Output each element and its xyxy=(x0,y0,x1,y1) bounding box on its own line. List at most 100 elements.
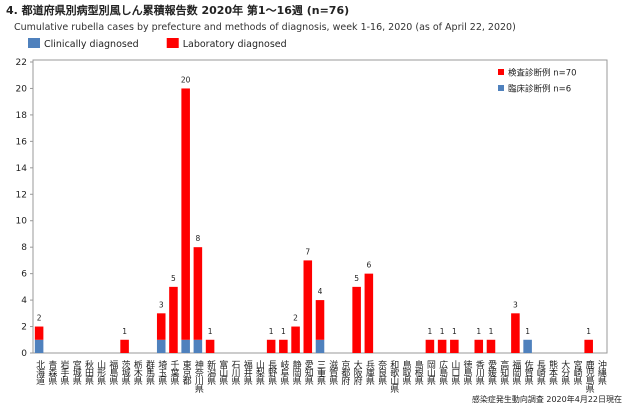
x-tick-label: 奈良県 xyxy=(376,359,387,386)
x-tick-label: 東京都 xyxy=(181,359,192,386)
total-label: 1 xyxy=(452,327,457,336)
x-tick-label: 三重県 xyxy=(315,360,326,386)
bar-segment xyxy=(193,339,203,353)
x-tick-label: 青森県 xyxy=(46,359,57,386)
total-label: 8 xyxy=(195,234,200,243)
total-label: 20 xyxy=(181,75,191,84)
total-label: 1 xyxy=(440,327,445,336)
bar-segment xyxy=(315,339,325,353)
x-tick-label: 広島県 xyxy=(437,359,448,386)
x-tick-label: 佐賀県 xyxy=(523,359,534,386)
y-tick-label: 18 xyxy=(16,111,28,121)
bar-segment xyxy=(450,339,459,353)
x-tick-label: 山形県 xyxy=(95,360,106,386)
bar-segment xyxy=(291,326,300,353)
total-label: 2 xyxy=(37,314,42,323)
x-tick-label: 福島県 xyxy=(107,359,118,386)
x-tick-label: 千葉県 xyxy=(168,360,179,386)
total-label: 1 xyxy=(428,327,433,336)
bar-segment xyxy=(193,247,203,340)
bar-segment xyxy=(364,273,374,353)
x-tick-label: 徳島県 xyxy=(462,359,473,386)
x-tick-label: 埼玉県 xyxy=(156,359,167,386)
x-tick-label: 愛知県 xyxy=(303,359,314,386)
chart-title: 4. 都道府県別病型別風しん累積報告数 2020年 第1～16週 (n=76) xyxy=(6,3,349,17)
bar-segment xyxy=(352,286,361,353)
bar-segment xyxy=(205,339,215,353)
bar-segment xyxy=(523,339,532,353)
total-label: 7 xyxy=(305,247,310,256)
legend-swatch xyxy=(166,38,179,48)
x-tick-label: 宮崎県 xyxy=(571,359,582,386)
y-tick-label: 0 xyxy=(21,349,27,359)
x-tick-label: 岡山県 xyxy=(425,360,436,386)
total-label: 1 xyxy=(525,327,530,336)
x-tick-label: 北海道 xyxy=(34,360,45,386)
chart-subtitle: Cumulative rubella cases by prefecture a… xyxy=(14,22,516,33)
x-tick-label: 鹿児島県 xyxy=(584,359,595,394)
bar-segment xyxy=(474,339,484,353)
y-tick-label: 4 xyxy=(21,296,27,306)
x-tick-label: 長野県 xyxy=(266,360,277,386)
x-tick-label: 秋田県 xyxy=(83,359,94,386)
x-tick-label: 和歌山県 xyxy=(388,360,399,394)
x-tick-label: 京都府 xyxy=(339,359,350,386)
y-tick-label: 20 xyxy=(16,84,28,94)
y-tick-label: 14 xyxy=(16,164,28,174)
bar-segment xyxy=(181,88,190,340)
x-tick-label: 石川県 xyxy=(230,360,241,386)
legend-label: Clinically diagnosed xyxy=(44,39,139,50)
x-tick-label: 福岡県 xyxy=(510,359,521,386)
x-tick-label: 長崎県 xyxy=(535,360,546,386)
bar-segment xyxy=(279,339,288,353)
bar-segment xyxy=(156,313,166,340)
y-tick-label: 10 xyxy=(16,217,28,227)
x-tick-label: 神奈川県 xyxy=(193,359,204,394)
y-tick-label: 12 xyxy=(16,190,27,200)
y-tick-label: 6 xyxy=(21,270,27,280)
bar-segment xyxy=(156,339,166,353)
legend-label: Laboratory diagnosed xyxy=(183,39,287,50)
x-tick-label: 愛媛県 xyxy=(486,359,497,386)
bar-segment xyxy=(425,339,435,353)
bar-segment xyxy=(437,339,447,353)
source: 感染症発生動向調査 2020年4月22日現在 xyxy=(472,394,622,404)
x-tick-label: 島根県 xyxy=(413,359,424,386)
x-tick-label: 鳥取県 xyxy=(400,359,411,386)
x-tick-label: 大分県 xyxy=(559,359,570,386)
x-tick-label: 山口県 xyxy=(449,360,460,386)
x-tick-label: 群馬県 xyxy=(144,359,155,386)
inner-legend-swatch xyxy=(498,85,504,91)
y-tick-label: 2 xyxy=(21,323,27,333)
bar-segment xyxy=(315,300,325,340)
bar-segment xyxy=(34,326,44,340)
total-label: 1 xyxy=(489,327,494,336)
total-label: 1 xyxy=(476,327,481,336)
total-label: 5 xyxy=(171,274,176,283)
x-tick-label: 香川県 xyxy=(474,360,485,386)
x-tick-label: 岐阜県 xyxy=(278,359,289,386)
bar-segment xyxy=(486,339,496,353)
x-tick-label: 栃木県 xyxy=(132,359,143,386)
x-tick-label: 岩手県 xyxy=(59,359,70,386)
total-label: 2 xyxy=(293,314,298,323)
y-tick-label: 8 xyxy=(21,243,27,253)
total-label: 4 xyxy=(318,287,323,296)
x-tick-label: 福井県 xyxy=(242,359,253,386)
x-tick-label: 富山県 xyxy=(217,359,228,386)
x-tick-label: 兵庫県 xyxy=(364,359,375,386)
total-label: 1 xyxy=(281,327,286,336)
bar-segment xyxy=(34,339,44,353)
y-tick-label: 16 xyxy=(16,137,28,147)
total-label: 1 xyxy=(122,327,127,336)
x-tick-label: 新潟県 xyxy=(205,359,216,386)
total-label: 6 xyxy=(366,261,371,270)
total-label: 1 xyxy=(269,327,274,336)
bar-segment xyxy=(584,339,593,353)
x-tick-label: 沖縄県 xyxy=(596,359,607,386)
x-tick-label: 宮城県 xyxy=(71,359,82,386)
x-tick-label: 山梨県 xyxy=(254,360,265,386)
x-tick-label: 高知県 xyxy=(498,359,509,386)
inner-legend-label: 臨床診断例 n=6 xyxy=(508,84,571,95)
